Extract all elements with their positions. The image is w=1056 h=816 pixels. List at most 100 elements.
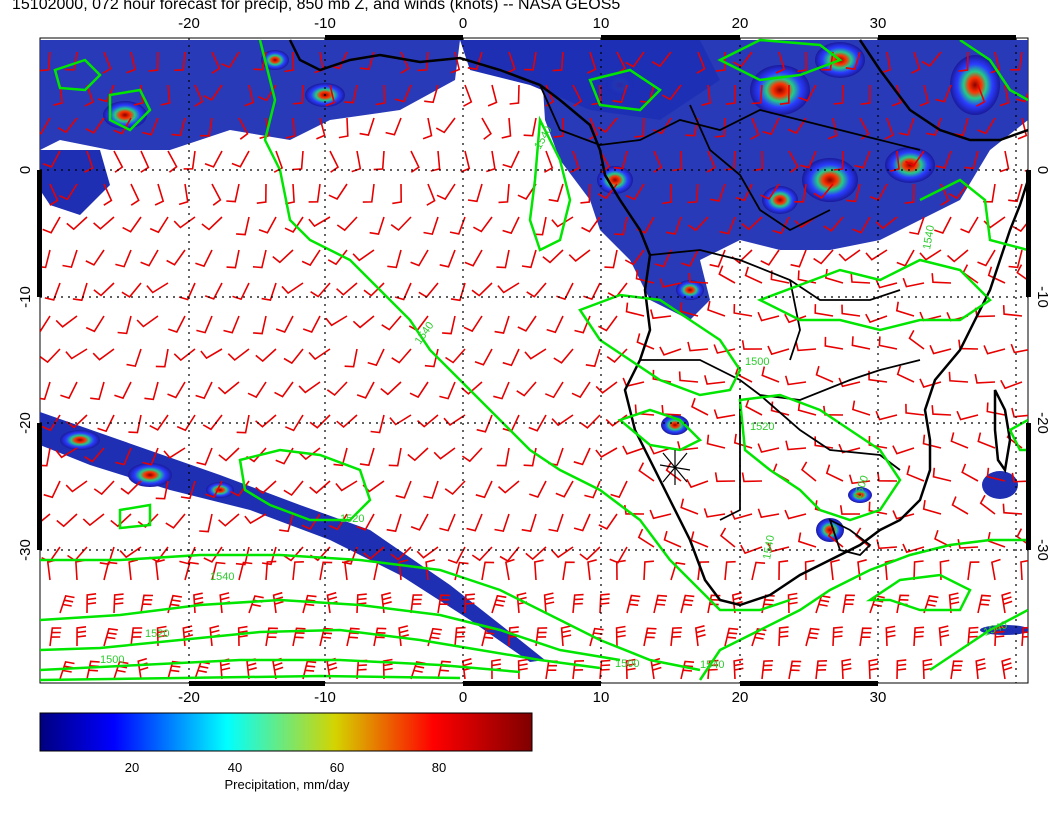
wind-barb	[367, 348, 385, 367]
wind-barb	[1010, 51, 1023, 71]
wind-barb	[261, 546, 277, 566]
wind-barb	[113, 117, 132, 135]
wind-barb	[461, 447, 483, 463]
wind-barb	[735, 183, 753, 202]
wind-barb	[174, 51, 186, 72]
wind-barb	[203, 546, 223, 563]
wind-barb	[659, 278, 682, 288]
wind-barb	[466, 513, 483, 532]
wind-barb	[719, 527, 736, 548]
wind-barb	[155, 348, 169, 368]
wind-barb	[344, 348, 358, 368]
wind-barb	[999, 150, 1010, 173]
wind-barb	[868, 658, 879, 680]
wind-barb	[285, 117, 296, 139]
wind-barb	[370, 414, 385, 434]
contour-label: 1540	[921, 224, 937, 250]
wind-barb	[439, 249, 456, 268]
wind-barb	[62, 249, 78, 269]
wind-barb	[103, 627, 118, 647]
wind-barb	[155, 559, 165, 581]
wind-barb	[128, 559, 139, 581]
wind-barb	[72, 282, 88, 302]
contour-label: 1520	[340, 513, 364, 525]
wind-barb	[1032, 594, 1041, 613]
wind-barb	[815, 660, 828, 680]
wind-barb	[625, 51, 645, 68]
wind-barb	[387, 249, 402, 269]
wind-barb	[165, 513, 186, 529]
wind-barb	[113, 593, 124, 614]
wind-barb	[703, 508, 726, 518]
wind-barb	[967, 561, 980, 581]
wind-barb	[211, 561, 226, 581]
wind-barb	[935, 84, 952, 103]
wind-barb	[328, 183, 348, 201]
wind-barb	[160, 84, 171, 106]
contour-label: 1540	[761, 534, 777, 560]
lon-tick-label: -20	[178, 689, 200, 706]
wind-barb	[661, 84, 682, 101]
wind-barb	[787, 117, 807, 135]
wind-barb	[778, 560, 789, 581]
wind-barb	[204, 150, 223, 168]
wind-barb	[741, 340, 763, 350]
wind-barb	[193, 592, 204, 614]
wind-barb	[533, 559, 544, 581]
wind-barb	[279, 513, 294, 533]
colorbar-tick: 80	[432, 760, 446, 775]
wind-barb	[597, 117, 618, 133]
wind-barb	[59, 594, 75, 614]
wind-barb	[1021, 626, 1028, 647]
wind-barb	[1011, 407, 1028, 418]
contour-label: 1520	[750, 421, 774, 433]
wind-barb	[84, 84, 94, 107]
wind-barb	[375, 84, 386, 106]
wind-barb	[833, 150, 844, 171]
wind-barb	[719, 216, 736, 235]
wind-barb	[977, 432, 996, 449]
wind-barb	[767, 345, 790, 356]
wind-barb	[356, 513, 375, 531]
wind-barb	[1008, 249, 1023, 269]
wind-barb	[298, 447, 321, 461]
wind-barb	[437, 594, 450, 614]
wind-barb	[823, 216, 844, 232]
wind-barb	[921, 51, 942, 68]
wind-barb	[363, 546, 385, 560]
wind-barb	[316, 117, 326, 140]
wind-barb	[255, 348, 277, 363]
wind-barb	[841, 658, 852, 680]
wind-barb	[552, 51, 564, 72]
wind-barb	[496, 249, 510, 269]
wind-barb	[481, 561, 495, 581]
wind-barb	[824, 268, 844, 284]
wind-barb	[544, 381, 564, 399]
wind-barb	[504, 558, 515, 581]
lat-ticks-left: 0 -10 -20 -30	[17, 166, 34, 561]
wind-barb	[634, 117, 645, 138]
wind-barb	[521, 513, 537, 533]
wind-barb	[687, 341, 709, 352]
wind-barb	[390, 216, 412, 232]
wind-barb	[275, 447, 294, 465]
wind-barb	[772, 216, 790, 235]
wind-barb	[896, 659, 907, 680]
wind-barbs	[40, 51, 1041, 680]
wind-barb	[171, 117, 186, 137]
wind-barb	[352, 249, 375, 262]
wind-barb	[535, 627, 548, 647]
wind-barb	[255, 480, 277, 495]
wind-barb	[934, 530, 952, 548]
wind-barb	[391, 348, 412, 364]
wind-barb	[231, 150, 250, 168]
lat-tick-label: 0	[1034, 166, 1051, 174]
wind-barb	[533, 216, 547, 236]
wind-barb	[463, 84, 473, 107]
wind-barb	[85, 249, 105, 266]
wind-barb	[93, 480, 115, 496]
wind-barb	[524, 348, 547, 360]
wind-barb	[392, 183, 403, 205]
wind-barb	[860, 84, 871, 105]
wind-barb	[247, 381, 267, 399]
